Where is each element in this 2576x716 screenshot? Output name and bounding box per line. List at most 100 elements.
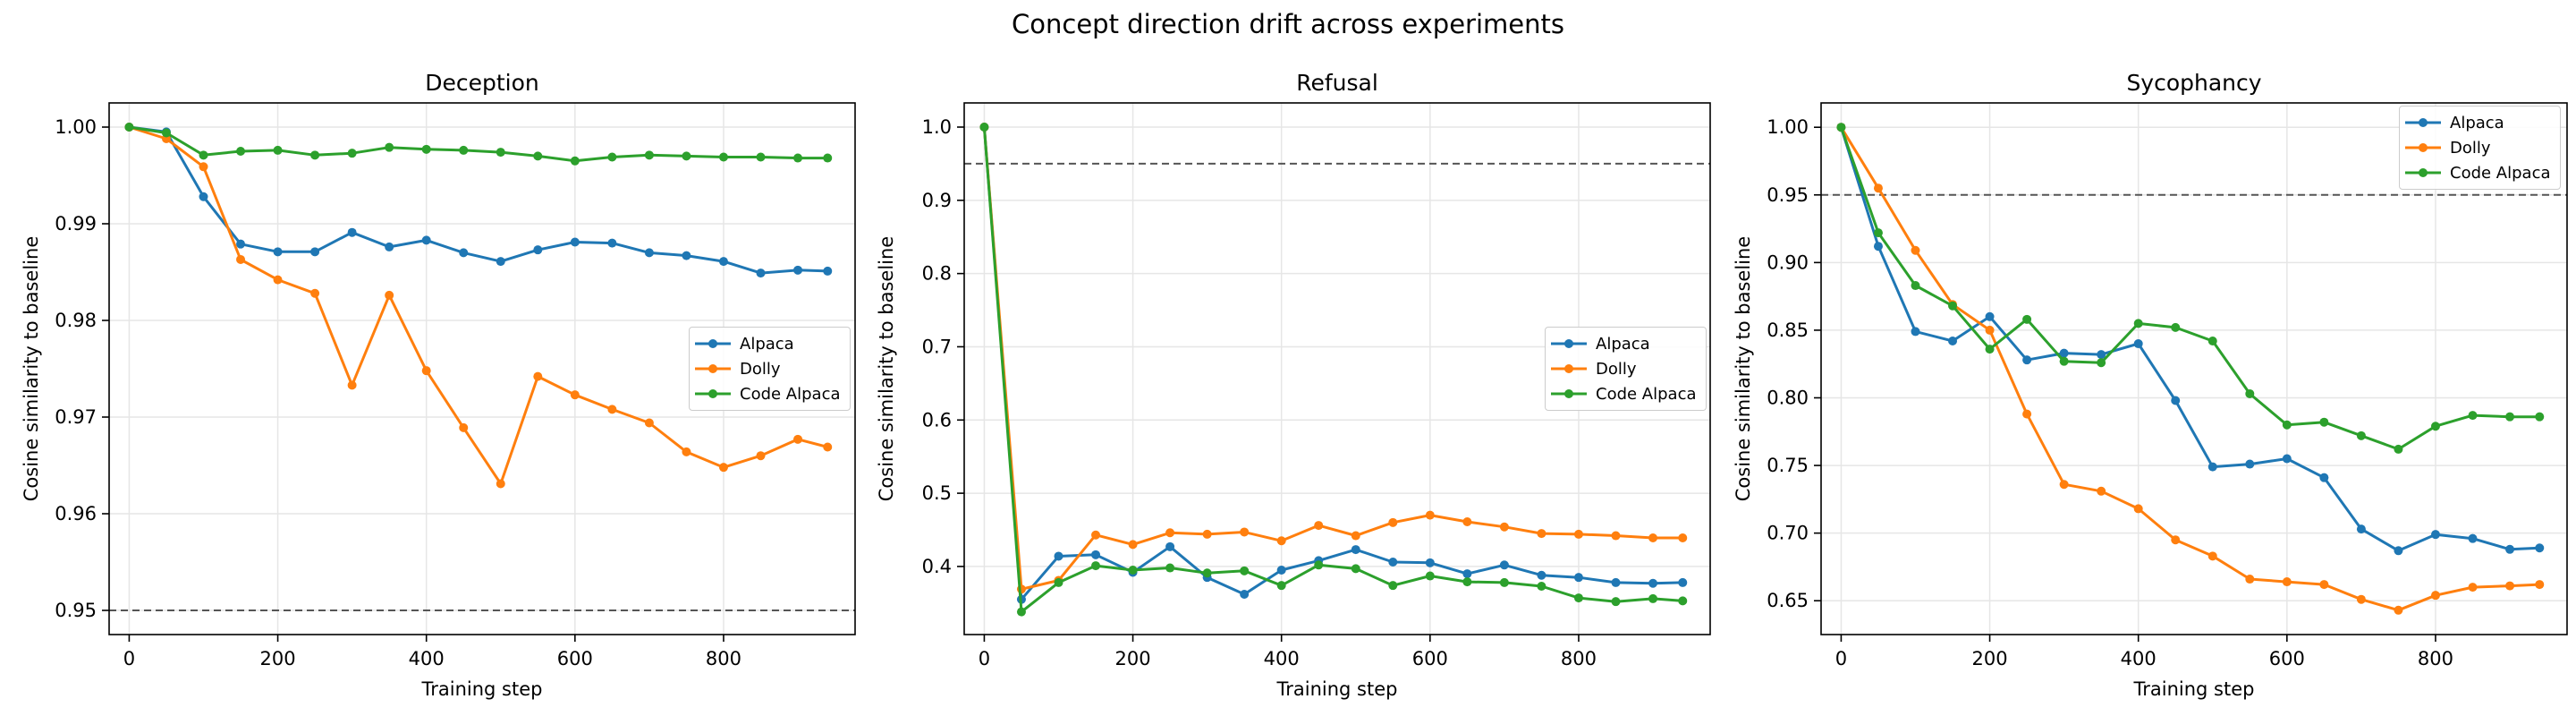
deception-code-alpaca-point — [682, 151, 691, 161]
deception-alpaca-point — [793, 265, 803, 275]
deception-dolly-point — [533, 371, 543, 381]
deception-legend-label: Dolly — [740, 359, 781, 379]
sycophancy-legend-label: Alpaca — [2450, 113, 2504, 132]
deception-x-tick-label: 0 — [123, 648, 135, 669]
deception-code-alpaca-point — [236, 147, 246, 156]
deception-legend-swatch-alpaca — [695, 339, 731, 348]
deception-alpaca-point — [533, 245, 543, 255]
figure-title: Concept direction drift across experimen… — [1012, 9, 1564, 39]
sycophancy-legend-swatch-alpaca — [2405, 118, 2441, 127]
deception-alpaca-point — [823, 266, 833, 276]
refusal-legend-swatch-code-alpaca — [1551, 389, 1587, 398]
deception-dolly-point — [793, 434, 803, 444]
sycophancy-legend-swatch-dolly — [2405, 143, 2441, 152]
deception-alpaca-point — [682, 251, 691, 260]
deception-legend-entry-code-alpaca: Code Alpaca — [695, 381, 841, 406]
deception-alpaca-point — [718, 257, 728, 267]
deception-dolly-point — [347, 380, 357, 390]
deception-dolly-point — [718, 463, 728, 473]
refusal-legend-swatch-dolly — [1551, 364, 1587, 373]
deception-dolly-point — [459, 422, 469, 432]
deception-alpaca-point — [756, 268, 766, 278]
sycophancy-legend-entry-dolly: Dolly — [2405, 135, 2551, 160]
deception-y-tick-label: 0.98 — [55, 310, 97, 331]
deception-code-alpaca-point — [385, 142, 394, 152]
deception-code-alpaca-point — [161, 128, 171, 138]
deception-y-tick-label: 0.97 — [55, 406, 97, 428]
deception-code-alpaca-point — [823, 153, 833, 163]
deception-legend-entry-alpaca: Alpaca — [695, 331, 841, 356]
deception-code-alpaca-line — [129, 125, 828, 163]
sycophancy-legend-label: Code Alpaca — [2450, 163, 2551, 183]
deception-y-tick-label: 1.00 — [55, 116, 97, 138]
deception-alpaca-point — [496, 257, 505, 267]
deception-alpaca-point — [570, 237, 580, 247]
deception-code-alpaca-point — [421, 144, 431, 154]
deception-legend: Alpaca Dolly Code Alpaca — [689, 327, 851, 411]
deception-x-label: Training step — [421, 678, 543, 700]
refusal-legend-label: Dolly — [1596, 359, 1637, 379]
refusal-legend-swatch-alpaca — [1551, 339, 1587, 348]
deception-legend-swatch-code-alpaca — [695, 389, 731, 398]
deception-dolly-point — [570, 390, 580, 400]
refusal-legend-label: Alpaca — [1596, 334, 1650, 354]
deception-code-alpaca-point — [756, 152, 766, 162]
deception-dolly-line — [128, 125, 828, 485]
deception-dolly-point — [756, 451, 766, 461]
deception-code-alpaca-point — [310, 150, 320, 160]
refusal-legend-entry-code-alpaca: Code Alpaca — [1551, 381, 1697, 406]
deception-code-alpaca-point — [533, 151, 543, 161]
deception-dolly-point — [236, 254, 246, 264]
deception-legend-label: Alpaca — [740, 334, 794, 354]
deception-y-tick-label: 0.95 — [55, 600, 97, 621]
deception-dolly-point — [310, 288, 320, 298]
deception-alpaca-point — [273, 247, 283, 257]
deception-y-tick-label: 0.96 — [55, 503, 97, 524]
deception-dolly-point — [273, 275, 283, 285]
deception-dolly-point — [682, 447, 691, 456]
deception-code-alpaca-point — [793, 153, 803, 163]
deception-alpaca-point — [607, 238, 617, 248]
deception-dolly-point — [823, 442, 833, 452]
refusal-legend-entry-alpaca: Alpaca — [1551, 331, 1697, 356]
deception-legend-entry-dolly: Dolly — [695, 356, 841, 381]
deception-code-alpaca-point — [607, 152, 617, 162]
deception-dolly-point — [644, 418, 654, 428]
deception-alpaca-point — [310, 247, 320, 257]
deception-dolly-point — [199, 162, 208, 172]
deception-x-tick-label: 600 — [557, 648, 593, 669]
deception-alpaca-line — [129, 125, 828, 275]
deception-dolly-point — [607, 405, 617, 414]
deception-x-tick-label: 400 — [409, 648, 445, 669]
deception-alpaca-point — [199, 192, 208, 201]
deception-code-alpaca-point — [718, 152, 728, 162]
deception-legend-swatch-dolly — [695, 364, 731, 373]
deception-dolly-point — [421, 366, 431, 376]
deception-alpaca-point — [347, 227, 357, 237]
deception-alpaca-point — [459, 248, 469, 258]
deception-x-tick-label: 800 — [706, 648, 741, 669]
deception-alpaca-point — [421, 235, 431, 245]
deception-code-alpaca-point — [496, 148, 505, 158]
deception-alpaca-point — [236, 239, 246, 249]
deception-y-label: Cosine similarity to baseline — [21, 236, 42, 501]
deception-code-alpaca-point — [124, 123, 134, 132]
refusal-legend: Alpaca Dolly Code Alpaca — [1545, 327, 1707, 411]
deception-code-alpaca-point — [459, 145, 469, 155]
deception-dolly-point — [496, 479, 505, 489]
deception-alpaca-point — [644, 248, 654, 258]
deception-code-alpaca-point — [347, 149, 357, 158]
deception-code-alpaca-point — [570, 156, 580, 166]
deception-y-tick-label: 0.99 — [55, 213, 97, 234]
deception-legend-label: Code Alpaca — [740, 384, 841, 404]
sycophancy-legend-entry-alpaca: Alpaca — [2405, 110, 2551, 135]
deception-x-tick-label: 200 — [260, 648, 296, 669]
sycophancy-legend: Alpaca Dolly Code Alpaca — [2399, 106, 2561, 190]
sycophancy-legend-swatch-code-alpaca — [2405, 168, 2441, 177]
refusal-legend-label: Code Alpaca — [1596, 384, 1697, 404]
deception-code-alpaca-point — [199, 150, 208, 160]
deception-code-alpaca-point — [273, 145, 283, 155]
sycophancy-legend-label: Dolly — [2450, 138, 2491, 158]
